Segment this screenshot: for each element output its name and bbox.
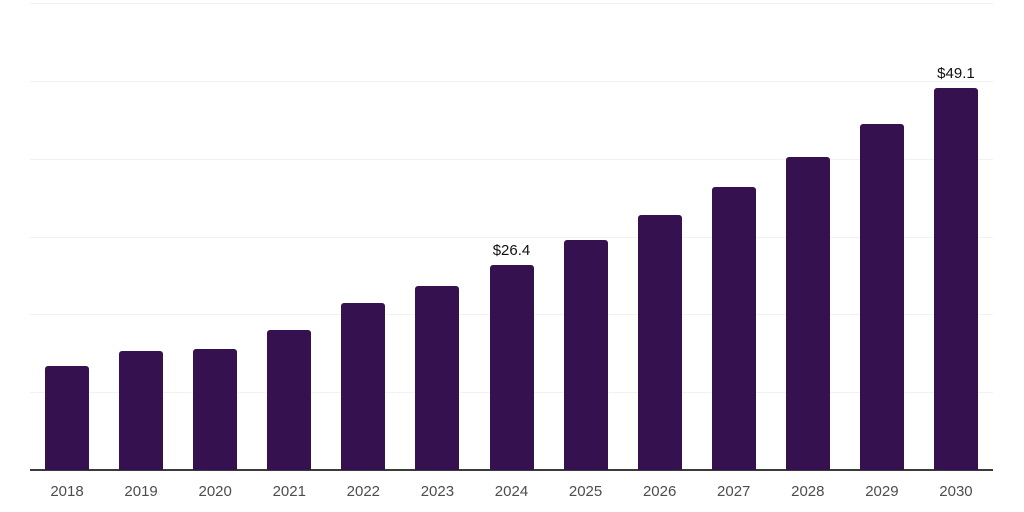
bar-2022 xyxy=(341,303,386,470)
gridline-60 xyxy=(30,3,993,4)
bar-2026 xyxy=(637,214,682,470)
x-axis-line xyxy=(30,469,993,471)
bar-2018 xyxy=(45,365,90,470)
x-tick-label-2022: 2022 xyxy=(346,483,381,500)
bar-2023 xyxy=(415,285,460,470)
x-tick-label-2026: 2026 xyxy=(642,483,677,500)
data-label-2030: $49.1 xyxy=(937,64,975,82)
bar-2025 xyxy=(563,240,608,470)
x-tick-label-2020: 2020 xyxy=(198,483,232,500)
x-tick-label-2029: 2029 xyxy=(865,483,899,500)
bar-2029 xyxy=(859,123,904,470)
bar-2030 xyxy=(933,87,978,470)
x-tick-label-2018: 2018 xyxy=(50,483,84,500)
x-tick-label-2019: 2019 xyxy=(124,483,158,500)
bar-2027 xyxy=(711,186,756,470)
x-tick-label-2027: 2027 xyxy=(717,483,751,500)
x-tick-label-2024: 2024 xyxy=(494,483,529,500)
x-tick-label-2021: 2021 xyxy=(272,483,306,500)
gridline-40 xyxy=(30,158,993,160)
x-tick-label-2030: 2030 xyxy=(939,483,973,500)
bar-2019 xyxy=(119,350,164,470)
bar-2024 xyxy=(489,264,534,470)
bar-2021 xyxy=(267,329,312,470)
x-tick-label-2028: 2028 xyxy=(791,483,825,500)
x-tick-label-2025: 2025 xyxy=(568,483,603,500)
bar-2028 xyxy=(785,157,830,470)
data-label-2024: $26.4 xyxy=(492,241,531,259)
gridline-50 xyxy=(30,80,993,82)
x-tick-label-2023: 2023 xyxy=(420,483,455,500)
gridline-30 xyxy=(30,236,993,238)
bar-2020 xyxy=(193,348,238,470)
